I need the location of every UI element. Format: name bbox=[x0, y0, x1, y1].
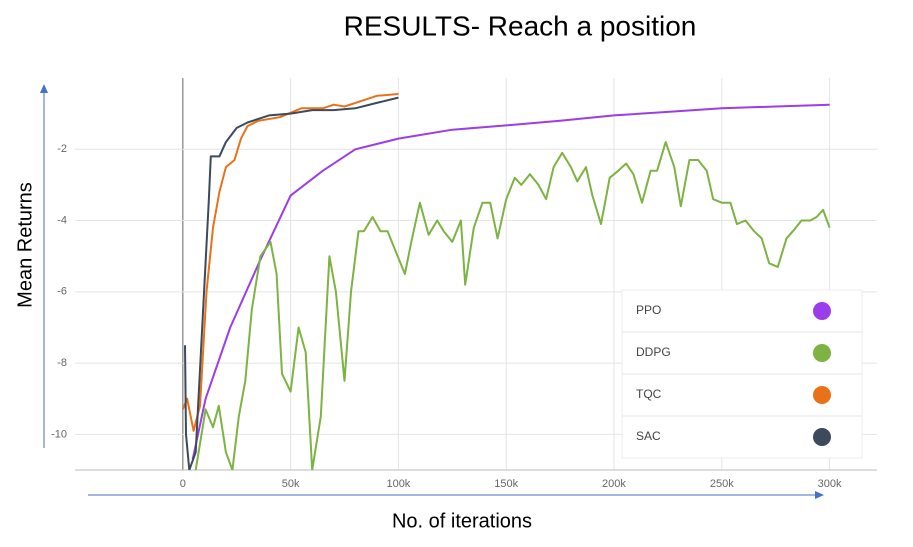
legend-label: SAC bbox=[636, 429, 661, 443]
x-tick-label: 0 bbox=[180, 478, 186, 490]
x-tick-label: 200k bbox=[602, 478, 626, 490]
x-tick-label: 300k bbox=[818, 478, 842, 490]
y-arrowhead bbox=[40, 84, 48, 93]
x-arrowhead bbox=[815, 491, 824, 499]
series-line bbox=[191, 103, 830, 460]
x-tick-label: 250k bbox=[710, 478, 734, 490]
legend-label: DDPG bbox=[636, 345, 671, 359]
series-line bbox=[184, 96, 399, 470]
legend-swatch bbox=[813, 428, 831, 446]
series-line bbox=[194, 141, 831, 470]
legend-swatch bbox=[813, 344, 831, 362]
x-axis-title: No. of iterations bbox=[392, 510, 532, 532]
y-tick-label: -6 bbox=[57, 286, 67, 298]
y-tick-label: -8 bbox=[57, 357, 67, 369]
y-axis-title: Mean Returns bbox=[14, 182, 36, 308]
y-tick-label: -2 bbox=[57, 143, 67, 155]
legend-label: PPO bbox=[636, 303, 661, 317]
x-tick-label: 100k bbox=[386, 478, 410, 490]
x-tick-label: 50k bbox=[282, 478, 300, 490]
legend-label: TQC bbox=[636, 387, 662, 401]
legend-swatch bbox=[813, 386, 831, 404]
y-tick-label: -4 bbox=[57, 214, 67, 226]
y-tick-label: -10 bbox=[51, 428, 67, 440]
chart-title: RESULTS- Reach a position bbox=[344, 10, 697, 41]
x-tick-label: 150k bbox=[494, 478, 518, 490]
series-line bbox=[181, 93, 399, 432]
legend-swatch bbox=[813, 302, 831, 320]
